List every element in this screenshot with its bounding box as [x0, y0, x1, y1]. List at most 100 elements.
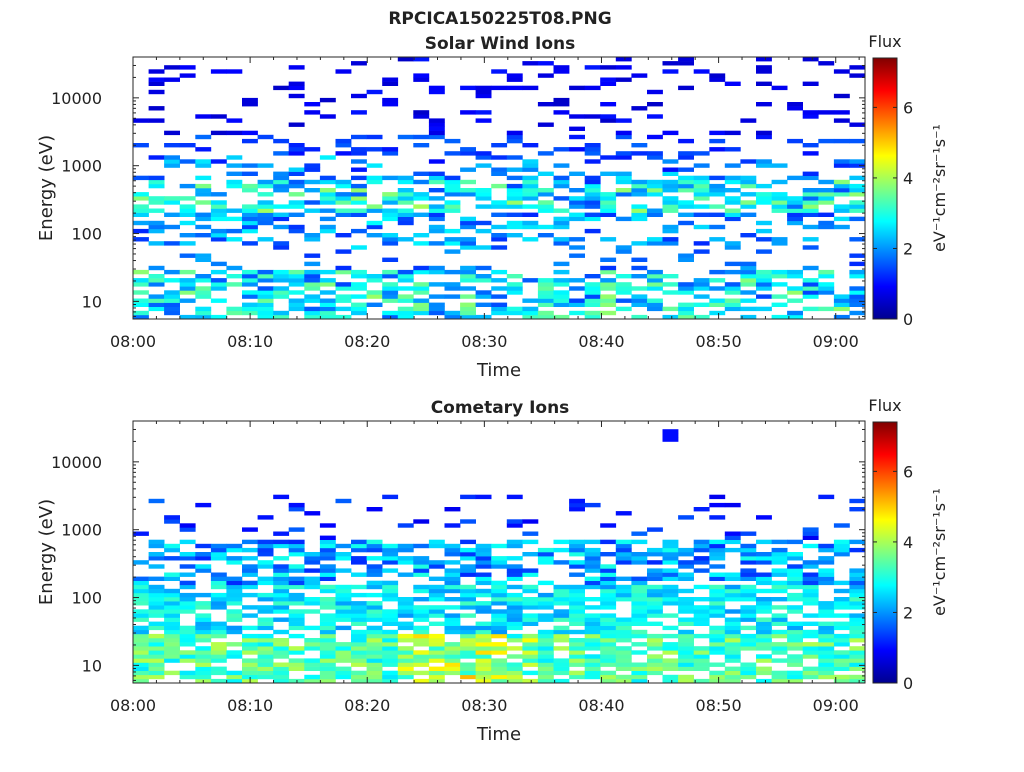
spectrogram-cell	[460, 310, 476, 316]
spectrogram-cell	[522, 642, 539, 647]
spectrogram-cell	[802, 674, 819, 680]
spectrogram-cell	[273, 286, 290, 291]
spectrogram-cell	[273, 646, 290, 651]
spectrogram-cell	[522, 196, 539, 201]
spectrogram-cell	[366, 629, 383, 635]
spectrogram-cell	[584, 302, 601, 307]
spectrogram-cell	[833, 302, 850, 307]
spectrogram-cell	[818, 220, 835, 226]
spectrogram-cell	[709, 633, 726, 639]
spectrogram-cell	[148, 220, 165, 226]
spectrogram-cell	[771, 621, 788, 626]
spectrogram-cell	[288, 269, 305, 275]
spectrogram-cell	[818, 224, 835, 230]
spectrogram-cell	[849, 662, 866, 667]
spectrogram-cell	[164, 597, 180, 602]
spectrogram-cell	[242, 138, 258, 144]
spectrogram-cell	[506, 638, 523, 643]
spectrogram-cell	[553, 601, 570, 606]
spectrogram-cell	[537, 278, 554, 283]
spectrogram-cell	[569, 286, 585, 291]
spectrogram-cell	[164, 298, 180, 303]
spectrogram-cell	[179, 592, 196, 598]
spectrogram-cell	[195, 658, 212, 663]
spectrogram-cell	[569, 114, 585, 119]
spectrogram-cell	[257, 547, 274, 553]
spectrogram-cell	[257, 650, 274, 655]
spectrogram-cell	[849, 310, 866, 316]
spectrogram-cell	[397, 597, 414, 602]
spectrogram-cell	[273, 290, 290, 295]
spectrogram-cell	[771, 302, 788, 307]
spectrogram-cell	[678, 552, 694, 557]
spectrogram-cell	[413, 568, 430, 573]
spectrogram-cell	[195, 646, 212, 651]
spectrogram-cell	[288, 224, 305, 230]
spectrogram-cell	[210, 576, 227, 581]
spectrogram-cell	[179, 654, 196, 659]
spectrogram-cell	[288, 584, 305, 590]
spectrogram-cell	[647, 286, 663, 291]
spectrogram-cell	[724, 269, 741, 275]
colorbar-tick-label: 2	[903, 603, 913, 622]
spectrogram-cell	[288, 617, 305, 622]
spectrogram-cell	[210, 666, 227, 671]
spectrogram-cell	[506, 306, 523, 312]
spectrogram-cell	[569, 605, 585, 610]
spectrogram-cell	[257, 552, 274, 557]
spectrogram-cell	[366, 564, 383, 569]
spectrogram-cell	[304, 163, 321, 168]
spectrogram-cell	[724, 638, 741, 643]
spectrogram-cell	[771, 617, 788, 622]
spectrogram-cell	[537, 638, 554, 643]
spectrogram-cell	[522, 617, 539, 622]
spectrogram-cell	[631, 601, 648, 606]
spectrogram-cell	[678, 253, 694, 258]
spectrogram-cell	[304, 552, 321, 557]
spectrogram-cell	[351, 547, 367, 553]
spectrogram-cell	[631, 294, 648, 299]
spectrogram-cell	[709, 576, 726, 581]
spectrogram-cell	[351, 269, 367, 275]
spectrogram-cell	[506, 130, 523, 136]
spectrogram-cell	[319, 556, 336, 561]
spectrogram-cell	[148, 118, 165, 123]
spectrogram-cell	[257, 208, 274, 213]
spectrogram-cell	[397, 654, 414, 659]
spectrogram-cell	[428, 216, 445, 222]
spectrogram-cell	[366, 674, 383, 680]
spectrogram-cell	[615, 556, 632, 561]
spectrogram-cell	[304, 662, 321, 667]
spectrogram-cell	[413, 543, 430, 549]
spectrogram-cell	[553, 224, 570, 230]
spectrogram-cell	[631, 314, 648, 320]
spectrogram-cell	[351, 245, 367, 250]
spectrogram-cell	[273, 179, 290, 185]
spectrogram-cell	[179, 269, 196, 275]
spectrogram-cell	[288, 147, 305, 152]
spectrogram-cell	[584, 646, 601, 651]
spectrogram-cell	[242, 658, 258, 663]
spectrogram-cell	[164, 658, 180, 663]
spectrogram-cell	[148, 224, 165, 230]
spectrogram-cell	[382, 560, 399, 565]
spectrogram-cell	[662, 204, 679, 209]
spectrogram-cell	[678, 188, 694, 193]
spectrogram-cell	[335, 286, 352, 291]
spectrogram-cell	[631, 143, 648, 148]
spectrogram-cell	[724, 302, 741, 307]
spectrogram-cell	[257, 658, 274, 663]
spectrogram-cell	[444, 269, 461, 275]
spectrogram-cell	[210, 597, 227, 602]
spectrogram-cell	[584, 216, 601, 222]
spectrogram-cell	[569, 171, 585, 176]
spectrogram-cell	[553, 163, 570, 168]
spectrogram-cell	[179, 670, 196, 676]
spectrogram-cell	[195, 188, 212, 193]
spectrogram-cell	[413, 670, 430, 676]
spectrogram-cell	[615, 547, 632, 553]
spectrogram-cell	[756, 274, 772, 279]
spectrogram-cell	[164, 302, 180, 307]
spectrogram-cell	[506, 601, 523, 606]
y-axis-label: Energy (eV)	[36, 135, 57, 241]
